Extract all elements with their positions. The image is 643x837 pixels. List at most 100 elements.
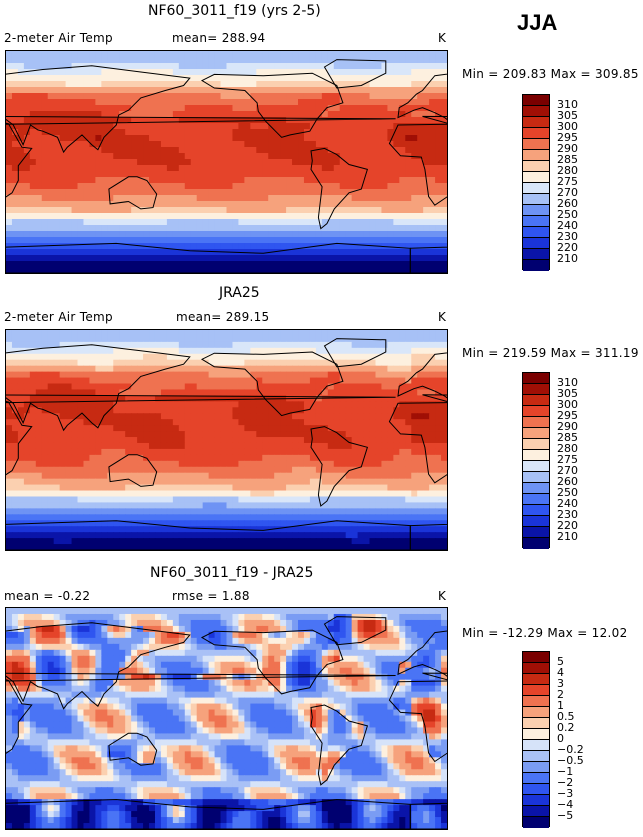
- field-cell: [262, 99, 269, 106]
- field-cell: [375, 165, 383, 172]
- field-cell: [280, 330, 287, 337]
- field-cell: [423, 330, 430, 337]
- field-cell: [232, 502, 240, 509]
- field-cell: [101, 243, 108, 250]
- field-cell: [441, 413, 447, 420]
- field-cell: [393, 231, 400, 238]
- field-cell: [35, 502, 43, 509]
- field-cell: [280, 177, 287, 184]
- field-cell: [23, 225, 31, 232]
- field-cell: [131, 407, 138, 414]
- field-cell: [83, 419, 91, 426]
- field-cell: [202, 484, 210, 492]
- field-cell: [131, 365, 138, 373]
- field-cell: [107, 371, 114, 379]
- field-cell: [441, 183, 447, 190]
- field-cell: [83, 51, 91, 58]
- field-cell: [292, 177, 299, 184]
- field-cell: [89, 195, 96, 202]
- field-cell: [262, 454, 269, 462]
- field-cell: [137, 117, 144, 124]
- field-cell: [351, 407, 359, 414]
- field-cell: [351, 347, 359, 355]
- field-cell: [190, 407, 198, 414]
- field-cell: [208, 255, 216, 262]
- field-cell: [154, 195, 162, 202]
- field-cell: [208, 377, 216, 385]
- field-cell: [119, 341, 126, 349]
- field-cell: [327, 255, 335, 262]
- field-cell: [441, 231, 447, 238]
- field-cell: [244, 472, 251, 480]
- field-cell: [339, 111, 347, 118]
- field-cell: [303, 255, 311, 262]
- field-cell: [47, 141, 55, 148]
- field-cell: [309, 419, 317, 426]
- field-cell: [172, 225, 180, 232]
- field-cell: [250, 353, 257, 361]
- field-cell: [107, 243, 114, 250]
- field-cell: [262, 195, 269, 202]
- field-cell: [381, 335, 389, 343]
- field-cell: [190, 335, 198, 343]
- field-cell: [29, 353, 37, 361]
- field-cell: [6, 496, 13, 504]
- field-cell: [262, 407, 269, 414]
- field-cell: [160, 442, 168, 450]
- field-cell: [244, 365, 251, 373]
- field-cell: [321, 123, 329, 130]
- field-cell: [59, 171, 67, 178]
- field-cell: [351, 165, 359, 172]
- field-cell: [125, 267, 132, 273]
- field-cell: [441, 261, 447, 268]
- field-cell: [11, 437, 19, 444]
- field-cell: [131, 105, 138, 112]
- field-cell: [339, 51, 347, 58]
- field-cell: [131, 442, 138, 450]
- field-cell: [17, 147, 25, 154]
- field-cell: [411, 490, 418, 498]
- field-cell: [71, 87, 79, 94]
- field-cell: [47, 87, 55, 94]
- field-cell: [268, 353, 275, 361]
- field-cell: [315, 135, 323, 142]
- field-cell: [327, 51, 335, 58]
- field-cell: [423, 249, 430, 256]
- field-cell: [113, 365, 120, 373]
- field-cell: [411, 377, 418, 385]
- field-cell: [309, 460, 317, 468]
- field-cell: [196, 502, 204, 509]
- field-cell: [35, 448, 43, 456]
- field-cell: [23, 57, 31, 64]
- field-cell: [166, 419, 174, 426]
- field-cell: [41, 63, 49, 70]
- field-cell: [327, 341, 335, 349]
- field-cell: [286, 219, 293, 226]
- field-cell: [435, 201, 442, 208]
- field-cell: [77, 425, 85, 432]
- field-cell: [333, 460, 341, 468]
- field-cell: [113, 99, 120, 106]
- field-cell: [6, 141, 13, 148]
- field-cell: [435, 219, 442, 226]
- field-cell: [315, 383, 323, 391]
- field-cell: [172, 359, 180, 367]
- field-cell: [363, 407, 371, 414]
- field-cell: [184, 359, 192, 367]
- field-cell: [423, 335, 430, 343]
- field-cell: [238, 431, 245, 438]
- field-cell: [143, 141, 150, 148]
- field-cell: [238, 201, 245, 208]
- field-cell: [137, 407, 144, 414]
- field-cell: [154, 341, 162, 349]
- field-cell: [393, 448, 400, 456]
- field-cell: [178, 389, 186, 397]
- field-cell: [387, 243, 394, 250]
- field-cell: [226, 189, 234, 196]
- field-cell: [333, 63, 341, 70]
- field-cell: [208, 407, 216, 414]
- field-cell: [220, 87, 228, 94]
- field-cell: [387, 330, 394, 337]
- field-cell: [59, 472, 67, 480]
- field-cell: [256, 153, 263, 160]
